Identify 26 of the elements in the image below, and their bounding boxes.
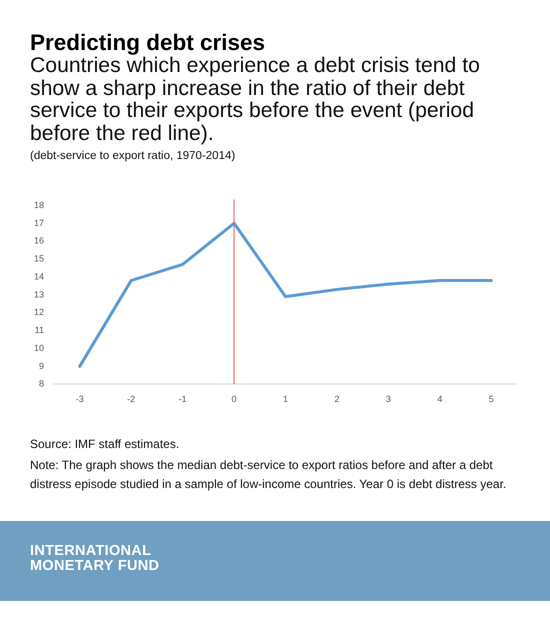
x-tick-label: -3	[76, 394, 84, 404]
y-tick-label: 13	[34, 289, 44, 300]
y-tick-label: 17	[34, 218, 44, 228]
x-tick-label: 2	[334, 394, 340, 404]
x-tick-label: -2	[127, 394, 136, 404]
y-tick-label: 16	[34, 236, 44, 246]
chart-title: Predicting debt crises	[30, 30, 266, 56]
chart-subtitle: Countries which experience a debt crisis tend to show a sharp increase in the ratio of their debt service to their exports before the event (period before the red line).	[30, 54, 481, 146]
x-tick-label: 4	[437, 394, 442, 404]
x-tick-label: 0	[232, 394, 237, 404]
y-tick-label: 9	[38, 360, 44, 371]
x-tick-label: -1	[178, 394, 187, 404]
text: Note: The graph shows the median debt-service to export ratios before and after a debt distress episode studied in a sample of low-income countries. Year 0 is debt distress year.	[30, 457, 508, 493]
y-tick-label: 12	[34, 307, 44, 318]
x-tick-label: 1	[283, 394, 288, 404]
x-tick-label: 5	[488, 394, 494, 404]
x-tick-label: 3	[386, 394, 391, 404]
y-tick-label: 11	[34, 325, 44, 336]
y-tick-label: 15	[34, 254, 44, 264]
y-tick-label: 18	[34, 200, 44, 210]
text: (debt-service to export ratio, 1970-2014)	[30, 150, 236, 162]
text: INTERNATIONAL MONETARY FUND	[30, 543, 160, 574]
y-tick-label: 8	[38, 378, 44, 389]
source-note: Source: IMF staff estimates.	[30, 437, 180, 451]
y-tick-label: 10	[34, 342, 44, 353]
y-tick-label: 14	[34, 271, 44, 282]
